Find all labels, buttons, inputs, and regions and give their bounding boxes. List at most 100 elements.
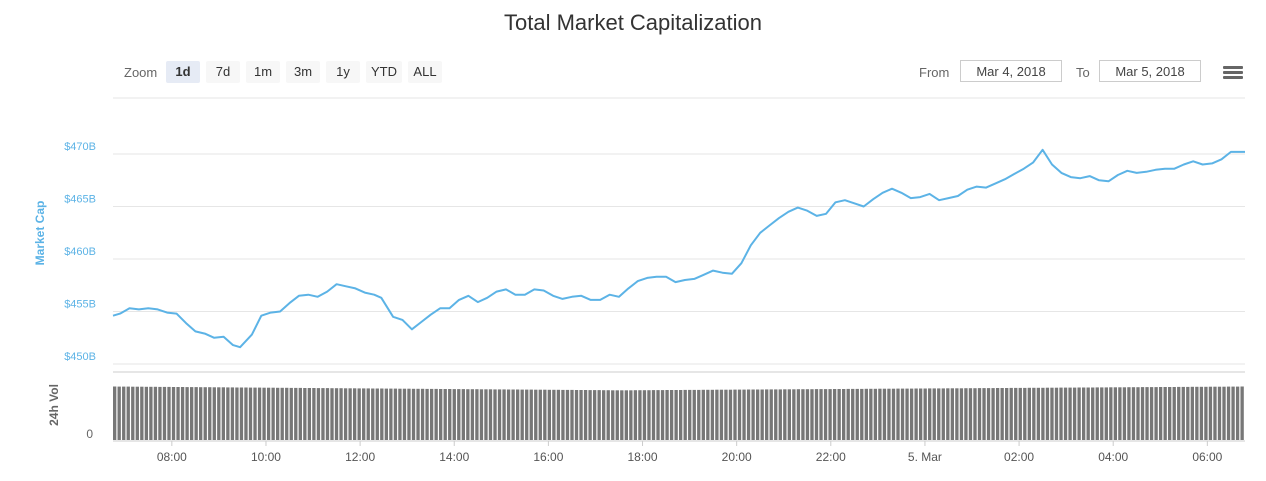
volume-bar — [407, 388, 411, 440]
volume-bar — [769, 389, 773, 440]
volume-bar — [819, 389, 823, 440]
volume-bar — [606, 390, 610, 440]
volume-bar — [710, 389, 715, 440]
volume-bar — [1086, 387, 1090, 440]
volume-bar — [547, 389, 552, 440]
volume-bar — [199, 387, 203, 440]
volume-bar — [1009, 387, 1013, 440]
volume-bar — [638, 390, 642, 440]
volume-bars — [113, 386, 1244, 440]
volume-bar — [1000, 388, 1004, 440]
volume-bar — [434, 388, 438, 440]
volume-bar — [479, 389, 484, 440]
volume-bar — [882, 388, 887, 440]
volume-bar — [991, 388, 995, 440]
volume-bar — [1240, 386, 1244, 440]
volume-bar — [135, 386, 139, 440]
volume-bar — [226, 387, 230, 440]
volume-bar — [312, 388, 316, 440]
x-tick-label: 10:00 — [251, 450, 281, 464]
volume-bar — [950, 388, 955, 440]
volume-bar — [860, 388, 864, 440]
volume-bar — [928, 388, 932, 440]
volume-bar — [185, 387, 189, 440]
volume-bar — [574, 390, 579, 440]
x-tick-label: 5. Mar — [908, 450, 942, 464]
volume-bar — [285, 387, 289, 440]
volume-bar — [1059, 387, 1063, 440]
volume-bar — [1014, 387, 1018, 440]
from-label: From — [919, 65, 950, 80]
volume-bar — [629, 390, 633, 440]
volume-bar — [810, 389, 814, 440]
volume-bar — [923, 388, 927, 440]
volume-bar — [149, 386, 153, 440]
zoom-1m-button[interactable]: 1m — [246, 61, 280, 83]
x-axis-ticks: 08:00 10:00 12:00 14:00 16:00 18:00 20:00 22:00… — [113, 440, 1245, 464]
volume-bar — [1127, 387, 1131, 440]
zoom-3m-button[interactable]: 3m — [286, 61, 320, 83]
volume-bar — [366, 388, 370, 440]
volume-bar — [1041, 387, 1045, 440]
x-tick-label: 02:00 — [1004, 450, 1034, 464]
volume-bar — [1163, 387, 1167, 440]
volume-bar — [425, 388, 429, 440]
volume-bar — [592, 390, 597, 440]
x-tick-label: 08:00 — [157, 450, 187, 464]
volume-bar — [117, 386, 121, 440]
volume-bar — [552, 389, 556, 440]
x-tick-label: 16:00 — [533, 450, 563, 464]
volume-bar — [624, 390, 628, 440]
volume-bar — [389, 388, 393, 440]
zoom-7d-button[interactable]: 7d — [206, 61, 240, 83]
volume-bar — [837, 389, 841, 440]
volume-bar — [642, 390, 647, 440]
volume-bar — [212, 387, 216, 440]
volume-bar — [1045, 387, 1050, 440]
volume-bar — [1036, 387, 1041, 440]
volume-bar — [760, 389, 764, 440]
volume-bar — [529, 389, 533, 440]
volume-bar — [715, 389, 719, 440]
from-date-input[interactable]: Mar 4, 2018 — [960, 60, 1062, 82]
volume-bar — [208, 387, 212, 440]
volume-bar — [973, 388, 977, 440]
volume-bar — [402, 388, 407, 440]
volume-bar — [502, 389, 506, 440]
volume-bar — [543, 389, 547, 440]
volume-bar — [579, 390, 583, 440]
zoom-1y-button[interactable]: 1y — [326, 61, 360, 83]
volume-bar — [1168, 387, 1172, 440]
volume-bar — [611, 390, 615, 440]
hamburger-menu-icon[interactable] — [1223, 66, 1243, 80]
volume-bar — [823, 389, 828, 440]
volume-bar — [144, 386, 149, 440]
volume-bar — [647, 390, 651, 440]
volume-bar — [733, 389, 737, 440]
volume-bar — [1190, 386, 1194, 440]
volume-bar — [955, 388, 959, 440]
volume-bar — [918, 388, 923, 440]
volume-bar — [842, 389, 846, 440]
volume-bar — [651, 390, 656, 440]
series-group — [112, 148, 1245, 349]
volume-bar — [1100, 387, 1104, 440]
zoom-ytd-button[interactable]: YTD — [366, 61, 402, 83]
volume-bar — [538, 389, 542, 440]
volume-bar — [869, 388, 873, 440]
zoom-1d-button[interactable]: 1d — [166, 61, 200, 83]
volume-bar — [280, 387, 284, 440]
volume-bar — [665, 390, 669, 440]
volume-bar — [1018, 387, 1022, 440]
volume-bar — [656, 390, 660, 440]
volume-bar — [873, 388, 878, 440]
volume-bar — [253, 387, 257, 440]
volume-bar — [334, 388, 339, 440]
zoom-all-button[interactable]: ALL — [408, 61, 442, 83]
volume-bar — [357, 388, 361, 440]
to-date-input[interactable]: Mar 5, 2018 — [1099, 60, 1201, 82]
volume-bar — [515, 389, 520, 440]
volume-bar — [783, 389, 787, 440]
volume-bar — [679, 390, 683, 440]
volume-axis-label: 24h Vol — [47, 384, 61, 426]
